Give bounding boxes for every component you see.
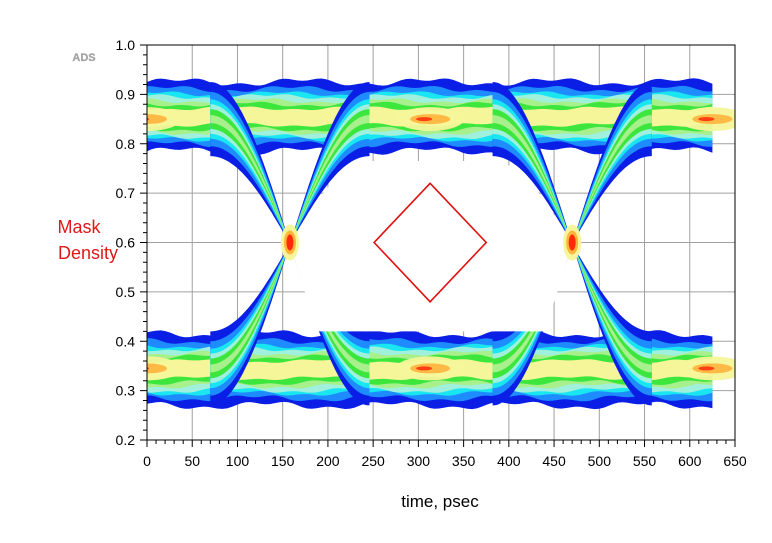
crossing-hotspot-core (286, 234, 294, 251)
y-axis-title-line-2: Density (58, 243, 118, 263)
y-tick-label: 0.4 (116, 333, 136, 349)
y-axis-ticks: 0.2 0.3 0.4 0.5 0.6 0.7 0.8 0.9 1.0 (116, 37, 147, 448)
y-tick-label: 0.6 (116, 235, 136, 251)
level-hotspot-core (698, 117, 715, 122)
x-tick-label: 600 (678, 453, 702, 469)
level-hotspot-mid (147, 114, 167, 125)
x-tick-label: 0 (143, 453, 151, 469)
x-tick-label: 50 (184, 453, 200, 469)
eye-opening (289, 161, 573, 332)
x-tick-label: 650 (723, 453, 747, 469)
density-traces (147, 78, 735, 410)
level-hotspot-core (698, 366, 715, 371)
y-tick-label: 0.3 (116, 383, 136, 399)
mask-diamond (372, 182, 488, 303)
y-tick-label: 0.9 (116, 86, 136, 102)
x-tick-label: 300 (407, 453, 431, 469)
x-axis-title: time, psec (401, 492, 479, 511)
x-tick-label: 250 (361, 453, 385, 469)
y-tick-label: 0.5 (116, 284, 136, 300)
x-tick-label: 200 (316, 453, 340, 469)
x-tick-label: 400 (497, 453, 521, 469)
y-tick-label: 1.0 (116, 37, 136, 53)
x-tick-label: 350 (452, 453, 476, 469)
x-tick-label: 450 (542, 453, 566, 469)
level-hotspot-core (416, 117, 433, 122)
x-tick-label: 100 (226, 453, 250, 469)
y-axis-title-line-1: Mask (57, 217, 101, 237)
level-hotspot-core (416, 366, 433, 371)
eye-mask (372, 182, 488, 303)
y-tick-label: 0.8 (116, 136, 136, 152)
x-tick-label: 500 (588, 453, 612, 469)
crossing-hotspot-core (568, 234, 576, 251)
y-tick-label: 0.7 (116, 185, 136, 201)
x-axis-ticks: 0 50 100 150 200 250 300 350 400 450 500 550 600 650 (143, 440, 747, 469)
x-tick-label: 150 (271, 453, 295, 469)
y-tick-label: 0.2 (116, 432, 136, 448)
x-tick-label: 550 (633, 453, 657, 469)
ads-logo: ADS (72, 52, 95, 64)
level-hotspot-mid (147, 363, 167, 374)
